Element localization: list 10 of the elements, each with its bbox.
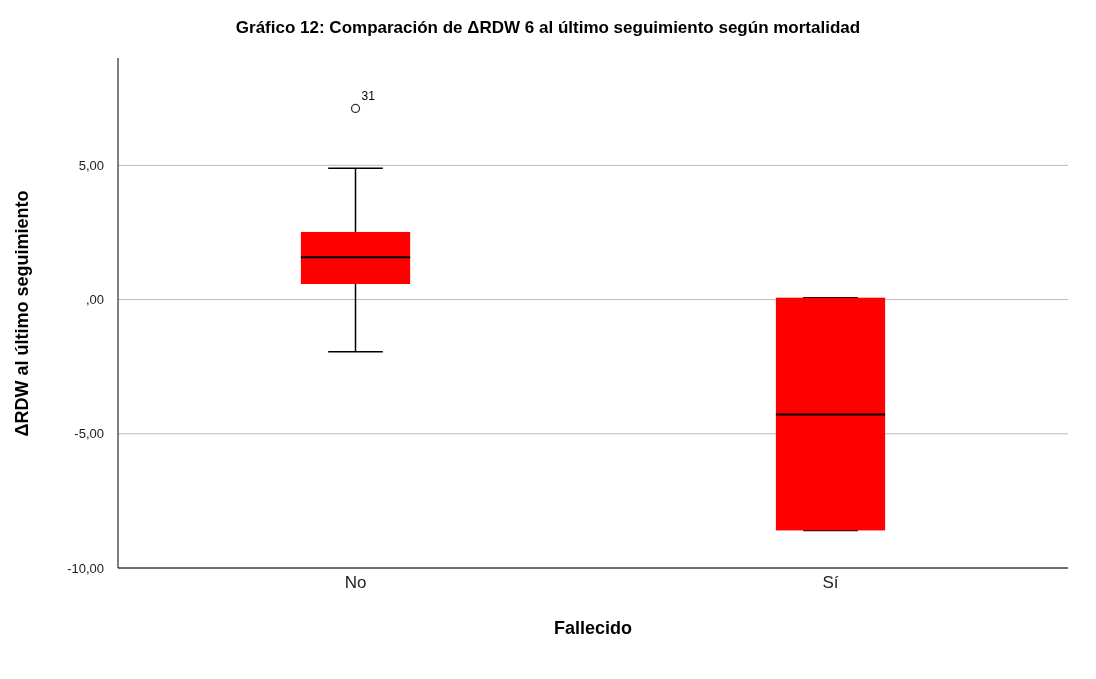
y-axis-title: ΔRDW al último seguimiento: [12, 190, 34, 436]
y-tick-label: -10,00: [67, 560, 104, 576]
y-tick-label: -5,00: [74, 426, 104, 442]
y-tick-label: 5,00: [78, 157, 104, 173]
x-tick-label: Sí: [822, 573, 839, 593]
annotation: 31: [361, 89, 376, 104]
y-tick-label: ,00: [85, 292, 104, 308]
chart-title: Gráfico 12: Comparación de ΔRDW 6 al último seguimiento según mortalidad: [234, 17, 862, 39]
x-axis-title: Fallecido: [553, 618, 633, 639]
x-tick-label: No: [344, 573, 367, 593]
